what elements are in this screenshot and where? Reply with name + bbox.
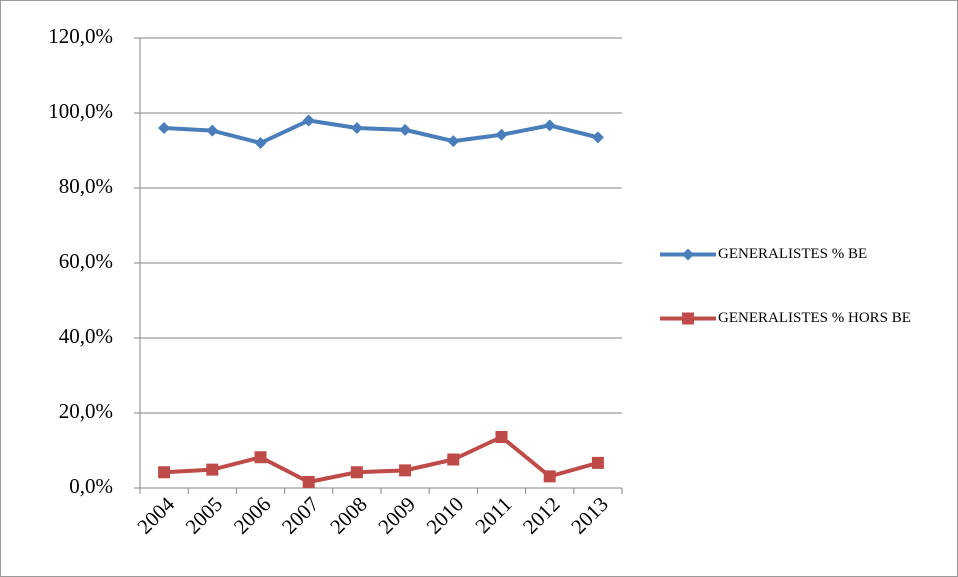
marker	[591, 131, 604, 144]
y-tick-label: 80,0%	[59, 174, 113, 198]
y-tick-label: 20,0%	[59, 399, 113, 423]
marker	[206, 463, 219, 476]
legend-label: GENERALISTES % BE	[718, 246, 868, 262]
marker	[447, 453, 460, 466]
marker	[495, 128, 508, 141]
legend-swatch	[660, 248, 716, 261]
marker	[350, 122, 363, 134]
marker	[350, 466, 363, 479]
series-line	[163, 118, 599, 145]
y-tick-label: 100,0%	[48, 99, 113, 123]
marker	[254, 137, 267, 149]
legend-marker	[682, 312, 694, 325]
marker	[254, 451, 267, 464]
y-tick-label: 40,0%	[59, 324, 113, 348]
marker	[158, 466, 171, 479]
legend-item: GENERALISTES % BE	[660, 245, 923, 264]
marker	[543, 119, 556, 132]
marker	[302, 114, 315, 127]
y-tick-label: 120,0%	[48, 24, 113, 48]
marker	[302, 476, 315, 488]
marker	[206, 124, 219, 137]
legend-label: GENERALISTES % HORS BE	[718, 310, 911, 326]
legend-item: GENERALISTES % HORS BE	[660, 309, 923, 328]
series-line	[163, 435, 599, 484]
marker	[399, 464, 412, 477]
y-tick-label: 0,0%	[69, 474, 113, 498]
marker	[447, 135, 460, 148]
y-tick-label: 60,0%	[59, 249, 113, 273]
marker	[591, 456, 604, 469]
marker	[399, 123, 412, 136]
marker	[543, 470, 556, 483]
marker	[495, 431, 508, 443]
marker	[158, 122, 171, 134]
legend-swatch	[660, 312, 716, 325]
legend-marker	[682, 248, 694, 261]
